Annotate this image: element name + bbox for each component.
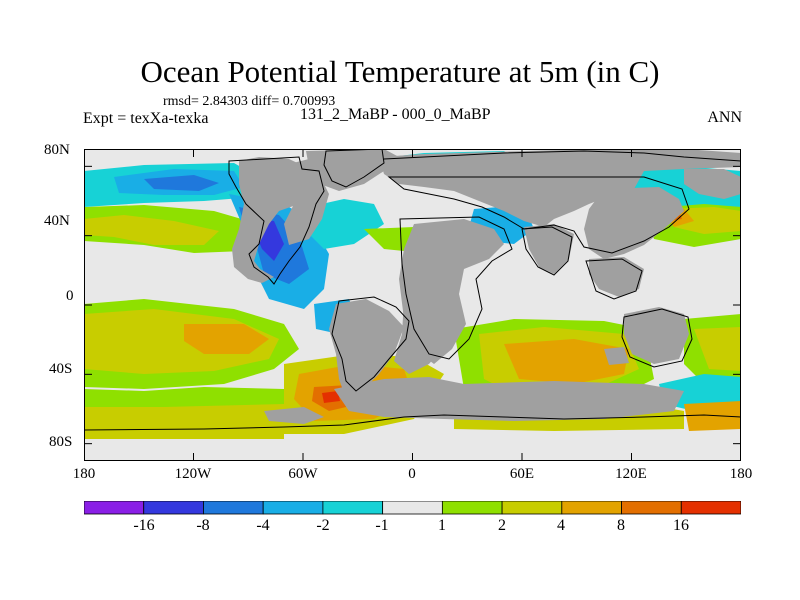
lon-label-60e: 60E	[509, 466, 535, 482]
field-satl-deepred	[322, 391, 340, 403]
coast-southeast-asia	[585, 258, 643, 300]
lat-label-80s: 80S	[49, 434, 73, 450]
land-canada-arctic	[284, 159, 329, 245]
land-south-america	[329, 299, 404, 399]
field-spac-lower-green	[84, 387, 284, 407]
lon-label-0: 0	[408, 466, 416, 482]
land-eurasia	[379, 149, 741, 227]
field-swpac-yellow	[694, 327, 741, 371]
colorbar-label: 2	[498, 517, 506, 534]
field-spac-orange	[184, 324, 269, 354]
land-antarctica-small	[264, 407, 324, 424]
land-india-region	[524, 224, 574, 274]
colorbar-label: -16	[133, 517, 155, 534]
field-sorange-lower	[684, 401, 741, 431]
colorbar-label: -2	[316, 517, 330, 534]
colorbar-swatch	[382, 501, 443, 515]
field-sind-orange	[504, 339, 629, 384]
coast-australia	[621, 308, 693, 368]
land-australia	[624, 307, 689, 364]
land-southeast-asia	[589, 257, 644, 297]
land-australia-small	[604, 347, 629, 365]
colorbar-label: 4	[557, 517, 565, 534]
season-label: ANN	[707, 109, 742, 126]
colorbar-swatch	[621, 501, 682, 515]
colorbar-swatch	[322, 501, 384, 515]
land-north-east-asia	[684, 169, 741, 199]
lat-label-40n: 40N	[44, 213, 70, 229]
field-tasman-cyan	[659, 374, 741, 411]
colorbar-label: 8	[617, 517, 625, 534]
colorbar	[84, 501, 741, 515]
colorbar-swatch	[84, 501, 145, 515]
coast-south-america	[331, 296, 410, 392]
map-plot	[84, 149, 741, 461]
colorbar-label: 16	[673, 517, 689, 534]
stats-label: rmsd= 2.84303 diff= 0.700993	[163, 94, 336, 109]
colorbar-swatch	[143, 501, 204, 515]
coastlines	[84, 149, 741, 431]
coast-eurasia	[383, 150, 741, 254]
chart-title: Ocean Potential Temperature at 5m (in C)	[140, 54, 660, 89]
lat-label-0: 0	[66, 288, 74, 304]
colorbar-swatch	[203, 501, 264, 515]
lon-label-60w: 60W	[288, 466, 318, 482]
colorbar-swatch	[262, 501, 324, 515]
map-ticks	[84, 149, 741, 461]
colorbar-boxes	[84, 501, 741, 515]
coast-africa	[399, 216, 513, 360]
field-npac-yellow	[84, 215, 219, 245]
colorbar-swatch	[441, 501, 503, 515]
lon-label-120w: 120W	[174, 466, 212, 482]
land-east-asia	[584, 187, 684, 259]
colorbar-swatch	[561, 501, 622, 515]
lon-label-120e: 120E	[615, 466, 647, 482]
colorbar-label: -1	[375, 517, 389, 534]
colorbar-swatch	[501, 501, 563, 515]
land-antarctica	[334, 377, 684, 421]
lon-label-180w: 180	[72, 466, 96, 482]
colorbar-swatch	[680, 501, 741, 515]
colorbar-label: -8	[196, 517, 210, 534]
land-africa	[399, 219, 504, 364]
lon-label-180e: 180	[729, 466, 753, 482]
coast-india	[521, 226, 573, 276]
land-greenland	[306, 149, 399, 191]
field-npac-subpolar-blue	[144, 175, 219, 191]
land-masses	[232, 149, 741, 424]
case-label: 131_2_MaBP - 000_0_MaBP	[300, 106, 491, 123]
coast-greenland	[323, 149, 385, 188]
experiment-label: Expt = texXa-texka	[83, 110, 209, 127]
lat-label-40s: 40S	[49, 361, 73, 377]
coast-antarctica	[84, 414, 741, 431]
colorbar-label: 1	[438, 517, 446, 534]
colorbar-label: -4	[256, 517, 270, 534]
coast-north-america	[228, 156, 325, 285]
lat-label-80n: 80N	[44, 142, 70, 158]
